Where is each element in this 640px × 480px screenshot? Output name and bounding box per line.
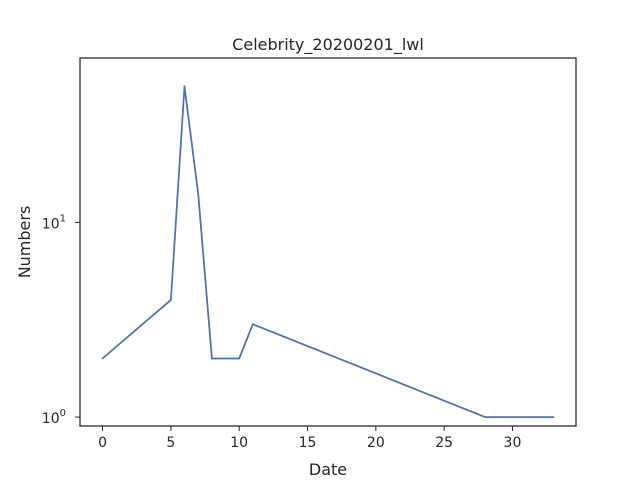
y-tick-label: 101 xyxy=(42,213,66,232)
x-tick-label: 0 xyxy=(98,435,107,451)
data-point xyxy=(101,357,104,360)
chart-title: Celebrity_20200201_lwl xyxy=(232,35,424,55)
y-axis-ticks: 100 101 xyxy=(42,213,80,427)
series-line xyxy=(101,85,554,418)
plot-frame xyxy=(79,57,577,427)
data-point xyxy=(251,323,254,326)
y-axis-label: Numbers xyxy=(15,206,34,279)
x-tick-label: 20 xyxy=(367,435,385,451)
x-axis-ticks: 0 5 10 15 20 25 30 xyxy=(98,426,521,451)
x-tick-label: 25 xyxy=(435,435,453,451)
y-tick-label: 100 xyxy=(42,408,66,427)
x-tick-label: 15 xyxy=(299,435,317,451)
data-point xyxy=(552,416,555,418)
data-point xyxy=(484,416,487,418)
x-tick-label: 30 xyxy=(504,435,522,451)
series-layer xyxy=(101,85,555,418)
data-point xyxy=(169,299,172,301)
data-point xyxy=(210,357,213,360)
data-point xyxy=(183,85,186,88)
data-point xyxy=(197,193,200,195)
x-axis-label: Date xyxy=(309,460,347,479)
x-tick-label: 10 xyxy=(230,435,248,451)
x-tick-label: 5 xyxy=(166,435,175,451)
data-point xyxy=(238,357,241,360)
